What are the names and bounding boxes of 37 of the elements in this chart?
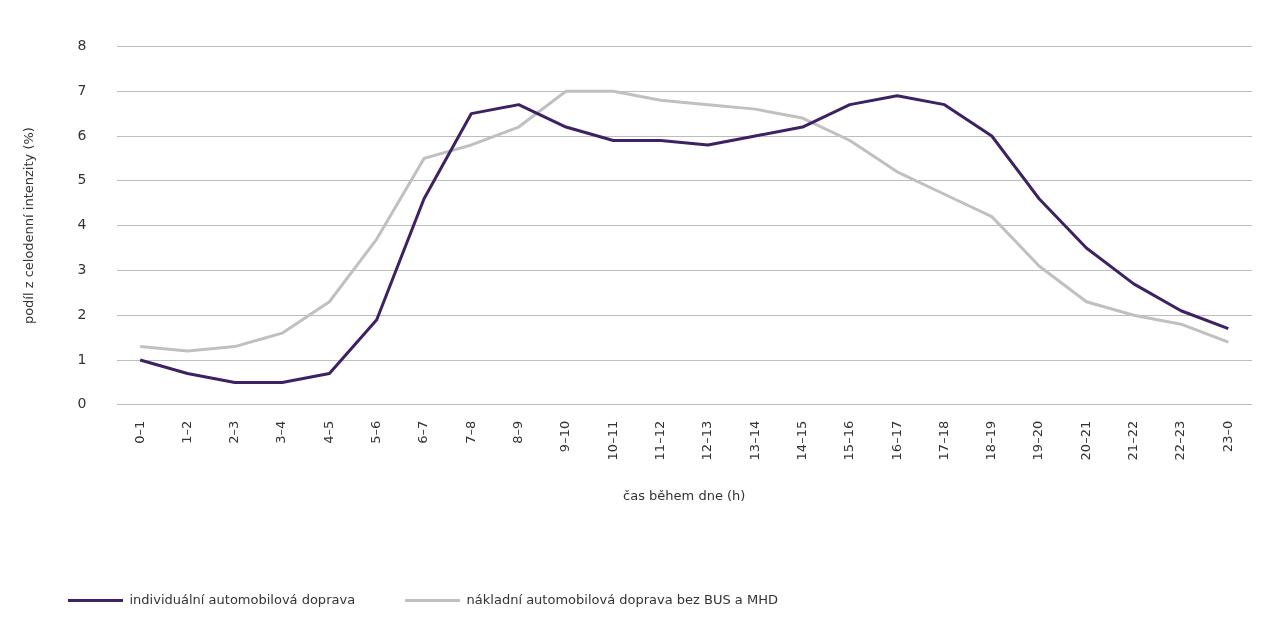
x-tick-label: 23–0 xyxy=(1219,420,1235,453)
legend-label: nákladní automobilová doprava bez BUS a MHD xyxy=(466,591,778,607)
x-tick-label: 13–14 xyxy=(746,420,762,461)
x-tick-label: 4–5 xyxy=(320,420,336,444)
x-tick-label: 17–18 xyxy=(935,420,951,461)
x-tick-label: 2–3 xyxy=(226,420,242,444)
legend-label: individuální automobilová doprava xyxy=(129,591,356,607)
y-tick-label: 8 xyxy=(77,37,87,54)
x-tick-label: 21–22 xyxy=(1125,420,1141,461)
y-tick-label: 4 xyxy=(77,216,87,233)
y-tick-label: 7 xyxy=(77,81,87,98)
x-tick-label: 19–20 xyxy=(1030,420,1046,461)
y-tick-label: 5 xyxy=(77,171,87,188)
x-tick-label: 7–8 xyxy=(462,420,478,444)
y-tick-label: 6 xyxy=(77,126,87,143)
x-tick-label: 5–6 xyxy=(368,420,384,444)
x-tick-label: 14–15 xyxy=(793,420,809,461)
x-tick-label: 10–11 xyxy=(604,420,620,461)
x-tick-label: 12–13 xyxy=(699,420,715,461)
x-tick-label: 20–21 xyxy=(1077,420,1093,461)
x-tick-label: 22–23 xyxy=(1172,420,1188,461)
x-tick-label: 11–12 xyxy=(651,420,667,461)
y-tick-label: 0 xyxy=(77,395,87,412)
x-tick-label: 0–1 xyxy=(131,420,147,444)
x-tick-label: 18–19 xyxy=(983,420,999,461)
x-tick-label: 6–7 xyxy=(415,420,431,444)
x-tick-label: 3–4 xyxy=(273,420,289,444)
x-tick-label: 16–17 xyxy=(888,420,904,461)
y-axis-title: podíl z celodenní intenzity (%) xyxy=(21,127,37,325)
y-tick-label: 3 xyxy=(77,261,87,278)
x-tick-label: 9–10 xyxy=(557,420,573,453)
x-tick-label: 8–9 xyxy=(510,420,526,444)
y-tick-label: 1 xyxy=(77,350,87,367)
x-axis-title: čas během dne (h) xyxy=(623,487,746,503)
x-tick-label: 15–16 xyxy=(841,420,857,461)
y-tick-label: 2 xyxy=(77,305,87,322)
x-tick-label: 1–2 xyxy=(178,420,194,444)
